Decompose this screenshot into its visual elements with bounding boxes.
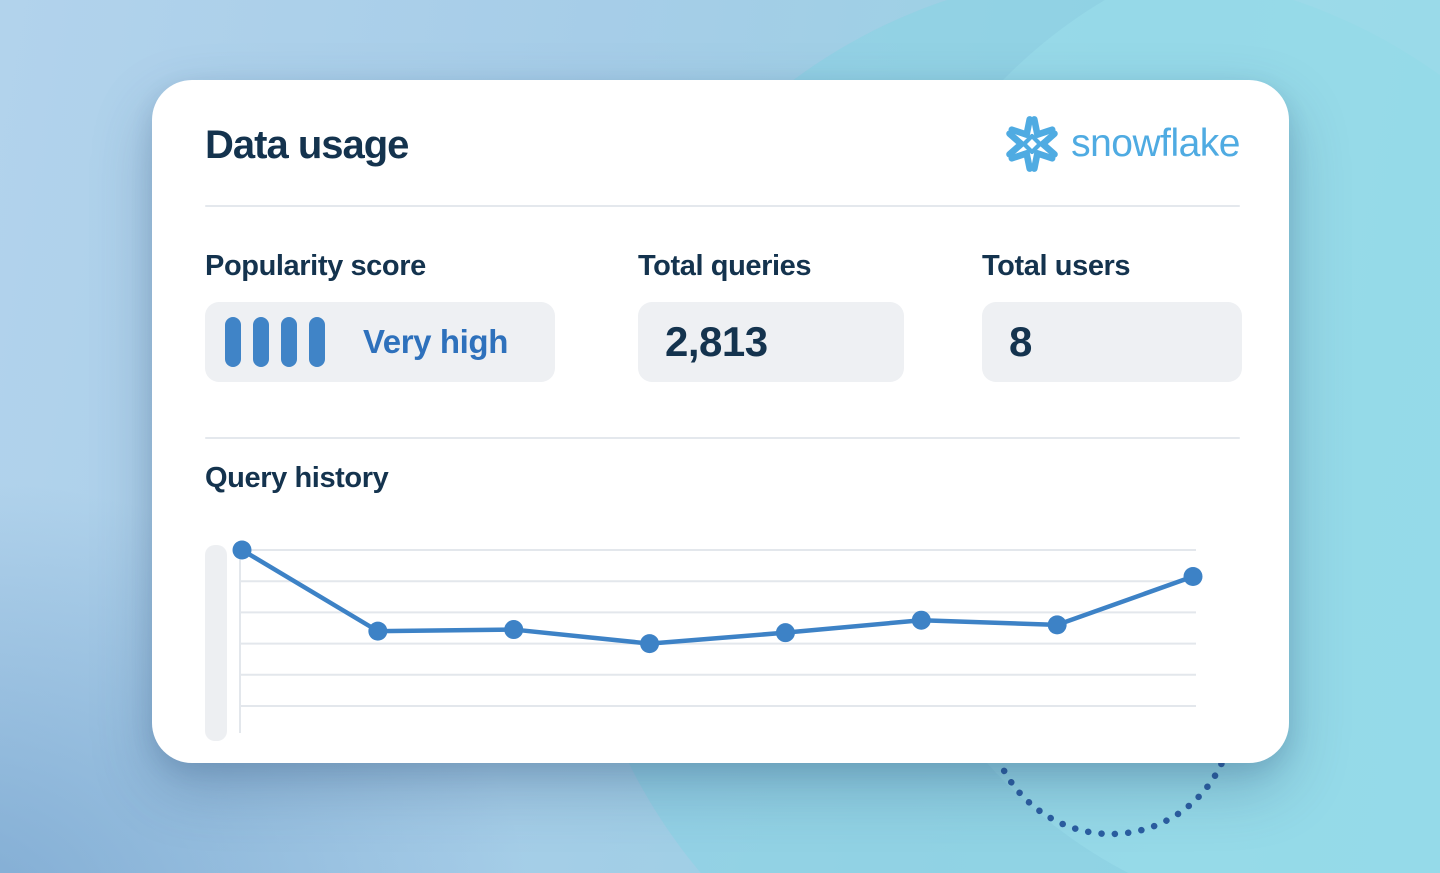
- stat-label: Popularity score: [205, 250, 426, 282]
- total-queries-pill: 2,813: [638, 302, 904, 382]
- data-usage-card: Data usage snowflake Popularity score: [152, 80, 1289, 763]
- snowflake-logo: snowflake: [1002, 112, 1240, 176]
- meter-bar: [309, 317, 325, 367]
- stat-popularity-score: Popularity score Very high: [205, 250, 555, 382]
- section-divider: [205, 437, 1240, 439]
- stat-label: Total queries: [638, 250, 812, 282]
- chart-point: [775, 623, 795, 643]
- stat-label: Total users: [982, 250, 1131, 282]
- popularity-value: Very high: [363, 323, 508, 360]
- query-history-heading: Query history: [205, 462, 389, 494]
- total-users-value: 8: [1009, 318, 1032, 365]
- query-history-chart: [205, 540, 1240, 745]
- total-queries-value: 2,813: [665, 318, 768, 365]
- stat-total-users: Total users 8: [982, 250, 1242, 382]
- meter-bar: [225, 317, 241, 367]
- chart-y-axis-bar: [205, 545, 227, 741]
- header-divider: [205, 205, 1240, 207]
- popularity-pill: Very high: [205, 302, 555, 382]
- stat-total-queries: Total queries 2,813: [638, 250, 904, 382]
- chart-point: [232, 540, 252, 560]
- meter-bar: [281, 317, 297, 367]
- chart-point: [504, 620, 524, 640]
- popularity-meter: [225, 317, 325, 367]
- meter-bar: [253, 317, 269, 367]
- total-users-pill: 8: [982, 302, 1242, 382]
- chart-point: [368, 621, 388, 641]
- snowflake-wordmark: snowflake: [1071, 122, 1240, 165]
- snowflake-logo-icon: [1006, 116, 1058, 172]
- chart-point: [1047, 615, 1067, 635]
- chart-point: [1183, 567, 1203, 587]
- chart-line: [239, 547, 1196, 646]
- stats-row: Popularity score Very high Total queries…: [205, 250, 1242, 415]
- page-title: Data usage: [205, 123, 409, 167]
- chart-point: [911, 610, 931, 630]
- chart-svg: [232, 540, 1203, 733]
- chart-point: [640, 634, 660, 654]
